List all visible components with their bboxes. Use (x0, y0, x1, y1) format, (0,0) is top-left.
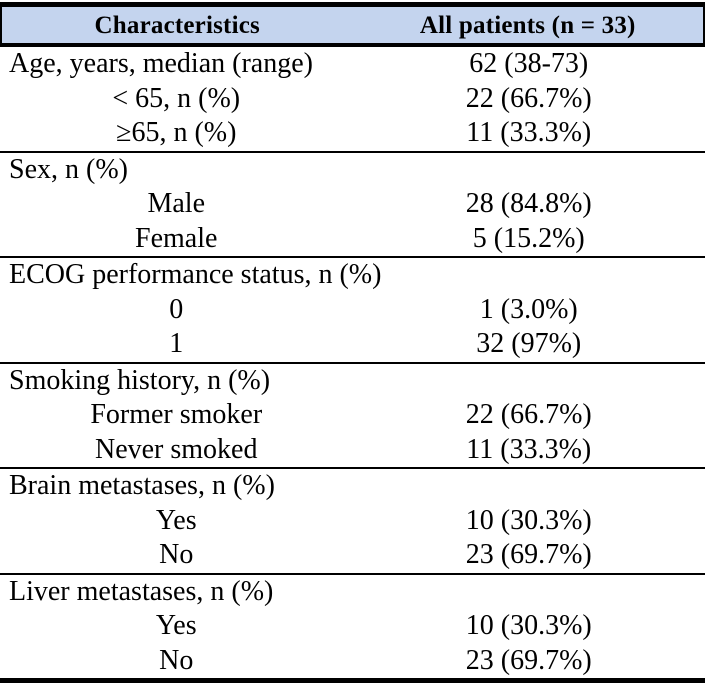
row-value: 28 (84.8%) (465, 188, 592, 220)
row-value: 10 (30.3%) (465, 504, 592, 536)
row-label: 1 (169, 328, 184, 360)
row-label: Female (135, 222, 218, 254)
table-row: Former smoker 22 (66.7%) (0, 398, 705, 433)
table-body: Age, years, median (range) 62 (38-73) < 65… (0, 47, 705, 683)
table-row: Sex, n (%) (0, 153, 705, 188)
row-label: Brain metastases, n (%) (9, 470, 275, 502)
table-row: ECOG performance status, n (%) (0, 258, 705, 293)
table-row: Age, years, median (range) 62 (38-73) (0, 47, 705, 82)
table-row: No 23 (69.7%) (0, 538, 705, 573)
row-label: Former smoker (90, 399, 263, 431)
table-row: Female 5 (15.2%) (0, 222, 705, 257)
row-label: Age, years, median (range) (9, 48, 313, 80)
table-row: 0 1 (3.0%) (0, 293, 705, 328)
row-label: Smoking history, n (%) (9, 364, 271, 396)
row-label: No (159, 644, 194, 676)
row-label: Never smoked (94, 433, 258, 465)
table-section: Age, years, median (range) 62 (38-73) < 65… (0, 47, 705, 151)
header-cell-characteristics: Characteristics (94, 11, 260, 39)
table-row: Yes 10 (30.3%) (0, 504, 705, 539)
row-value: 22 (66.7%) (465, 82, 592, 114)
row-label: Liver metastases, n (%) (9, 575, 274, 607)
row-value: 1 (3.0%) (479, 293, 578, 325)
row-value: 22 (66.7%) (465, 399, 592, 431)
row-value: 23 (69.7%) (465, 539, 592, 571)
table-section: Sex, n (%) Male 28 (84.8%) Female 5 (15.2%) (0, 150, 705, 257)
table-row: Male 28 (84.8%) (0, 187, 705, 222)
table-section: Liver metastases, n (%) Yes 10 (30.3%) No 23… (0, 572, 705, 679)
table-row: Brain metastases, n (%) (0, 469, 705, 504)
header-cell-all-patients: All patients (n = 33) (419, 11, 636, 39)
row-label: Yes (155, 504, 197, 536)
row-value: 10 (30.3%) (465, 610, 592, 642)
table-row: Never smoked 11 (33.3%) (0, 433, 705, 468)
table-row: ≥65, n (%) 11 (33.3%) (0, 116, 705, 151)
table-header-row: Characteristics All patients (n = 33) (0, 2, 705, 47)
row-value: 11 (33.3%) (466, 433, 592, 465)
table-row: 1 32 (97%) (0, 327, 705, 362)
row-label: Sex, n (%) (9, 153, 128, 185)
row-label: Male (147, 188, 206, 220)
row-value: 62 (38-73) (469, 48, 589, 80)
row-value: 5 (15.2%) (472, 222, 585, 254)
table-row: Liver metastases, n (%) (0, 575, 705, 610)
row-label: ≥65, n (%) (116, 117, 237, 149)
row-label: No (159, 539, 194, 571)
row-value: 23 (69.7%) (465, 644, 592, 676)
row-value: 11 (33.3%) (466, 117, 592, 149)
row-label: ECOG performance status, n (%) (9, 259, 382, 291)
row-label: Yes (155, 610, 197, 642)
table-row: Smoking history, n (%) (0, 364, 705, 399)
table-row: Yes 10 (30.3%) (0, 609, 705, 644)
patient-characteristics-table: Characteristics All patients (n = 33) Ag… (0, 2, 705, 683)
row-value: 32 (97%) (476, 328, 582, 360)
table-section: Brain metastases, n (%) Yes 10 (30.3%) No 23… (0, 467, 705, 573)
row-label: 0 (169, 293, 184, 325)
row-label: < 65, n (%) (112, 82, 241, 114)
table-section: ECOG performance status, n (%) 0 1 (3.0%) 1… (0, 256, 705, 362)
table-row: No 23 (69.7%) (0, 644, 705, 679)
table-row: < 65, n (%) 22 (66.7%) (0, 82, 705, 117)
table-section: Smoking history, n (%) Former smoker 22 (6… (0, 361, 705, 468)
